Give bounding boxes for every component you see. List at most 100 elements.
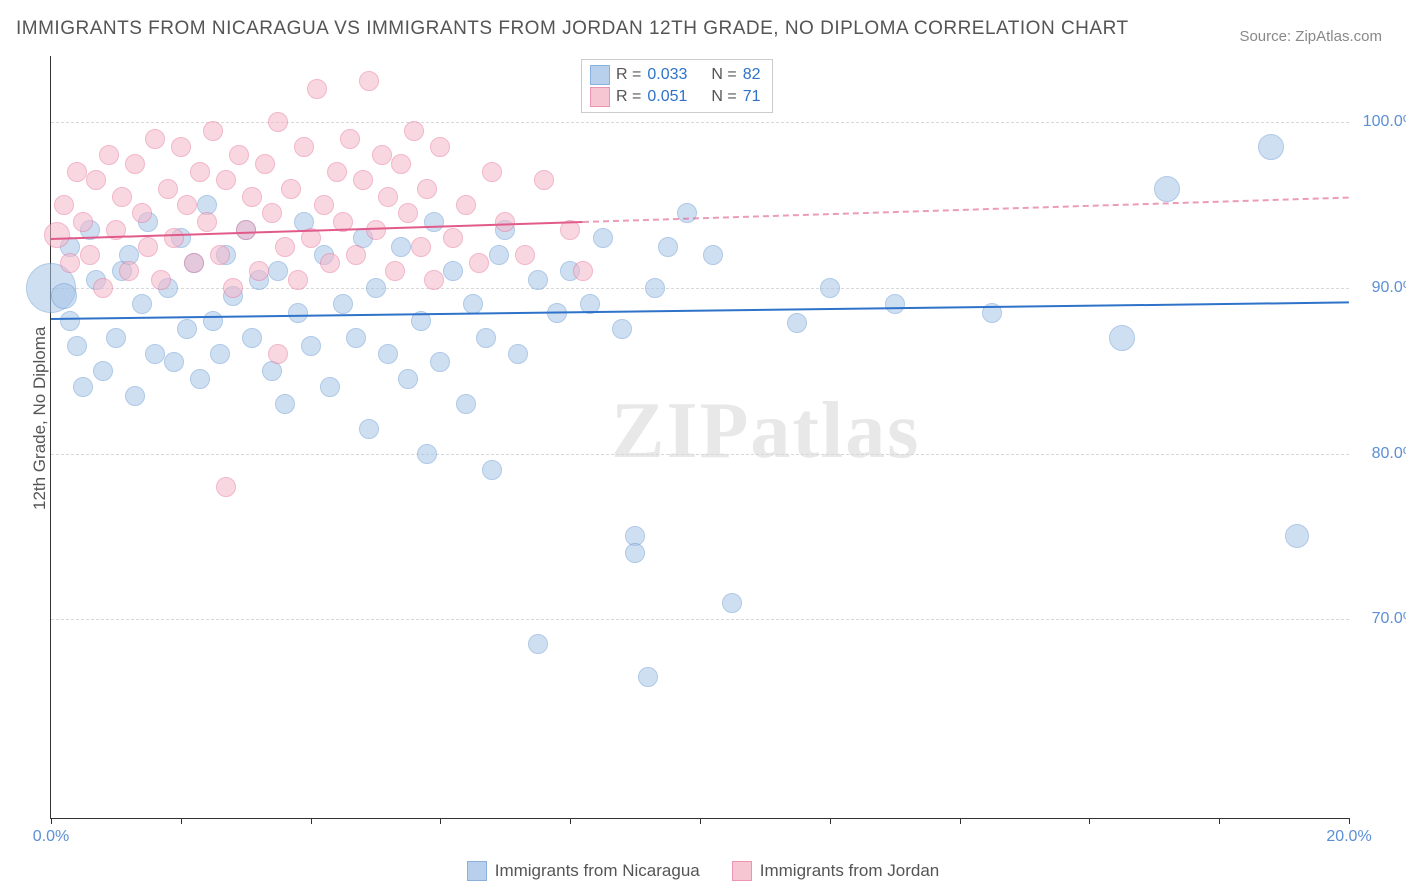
legend-bottom: Immigrants from NicaraguaImmigrants from…	[0, 861, 1406, 886]
scatter-point	[424, 212, 444, 232]
scatter-point	[125, 386, 145, 406]
scatter-point	[73, 377, 93, 397]
scatter-point	[573, 261, 593, 281]
scatter-point	[430, 137, 450, 157]
legend-series-name: Immigrants from Jordan	[760, 861, 940, 881]
y-tick-label: 100.0%	[1363, 113, 1406, 131]
scatter-point	[333, 294, 353, 314]
scatter-point	[703, 245, 723, 265]
scatter-point	[593, 228, 613, 248]
scatter-point	[417, 179, 437, 199]
scatter-point	[443, 261, 463, 281]
scatter-point	[320, 253, 340, 273]
chart-title: IMMIGRANTS FROM NICARAGUA VS IMMIGRANTS …	[16, 18, 1129, 40]
x-tick-mark	[1089, 818, 1090, 824]
scatter-point	[99, 145, 119, 165]
scatter-point	[249, 261, 269, 281]
legend-n-label: N =	[711, 86, 736, 108]
scatter-point	[151, 270, 171, 290]
scatter-point	[1109, 325, 1135, 351]
legend-swatch	[467, 861, 487, 881]
scatter-point	[281, 179, 301, 199]
legend-swatch	[590, 65, 610, 85]
legend-stats-box: R =0.033N =82R =0.051N =71	[581, 59, 773, 113]
scatter-point	[391, 154, 411, 174]
scatter-point	[443, 228, 463, 248]
scatter-point	[301, 336, 321, 356]
scatter-point	[528, 634, 548, 654]
x-tick-mark	[570, 818, 571, 824]
scatter-point	[722, 593, 742, 613]
scatter-point	[73, 212, 93, 232]
legend-r-value: 0.051	[647, 86, 697, 108]
watermark: ZIPatlas	[611, 386, 920, 477]
scatter-point	[359, 419, 379, 439]
scatter-point	[456, 195, 476, 215]
scatter-point	[132, 294, 152, 314]
scatter-point	[54, 195, 74, 215]
scatter-point	[242, 187, 262, 207]
legend-swatch	[590, 87, 610, 107]
scatter-point	[60, 253, 80, 273]
legend-r-label: R =	[616, 64, 641, 86]
scatter-point	[820, 278, 840, 298]
scatter-point	[164, 228, 184, 248]
scatter-point	[44, 222, 70, 248]
scatter-point	[787, 313, 807, 333]
gridline	[51, 619, 1349, 620]
scatter-point	[1258, 134, 1284, 160]
scatter-point	[262, 203, 282, 223]
x-tick-mark	[1349, 818, 1350, 824]
gridline	[51, 122, 1349, 123]
legend-stats-row: R =0.033N =82	[590, 64, 760, 86]
scatter-point	[93, 278, 113, 298]
scatter-point	[190, 369, 210, 389]
y-tick-label: 80.0%	[1372, 445, 1406, 463]
x-tick-mark	[440, 818, 441, 824]
scatter-point	[885, 294, 905, 314]
scatter-point	[307, 79, 327, 99]
scatter-point	[366, 220, 386, 240]
scatter-point	[242, 328, 262, 348]
scatter-point	[190, 162, 210, 182]
scatter-point	[346, 245, 366, 265]
scatter-point	[236, 220, 256, 240]
scatter-point	[145, 344, 165, 364]
gridline	[51, 454, 1349, 455]
scatter-point	[67, 162, 87, 182]
scatter-point	[106, 328, 126, 348]
scatter-point	[288, 303, 308, 323]
scatter-point	[417, 444, 437, 464]
scatter-point	[294, 137, 314, 157]
scatter-point	[378, 344, 398, 364]
scatter-point	[398, 369, 418, 389]
scatter-point	[203, 311, 223, 331]
scatter-point	[482, 460, 502, 480]
scatter-point	[515, 245, 535, 265]
scatter-point	[203, 121, 223, 141]
scatter-point	[138, 237, 158, 257]
scatter-point	[404, 121, 424, 141]
scatter-point	[125, 154, 145, 174]
scatter-point	[51, 283, 77, 309]
trend-line	[583, 197, 1349, 223]
scatter-point	[476, 328, 496, 348]
gridline	[51, 288, 1349, 289]
scatter-point	[391, 237, 411, 257]
scatter-point	[612, 319, 632, 339]
scatter-point	[197, 212, 217, 232]
scatter-point	[385, 261, 405, 281]
scatter-point	[184, 253, 204, 273]
legend-stats-row: R =0.051N =71	[590, 86, 760, 108]
scatter-point	[93, 361, 113, 381]
y-tick-label: 70.0%	[1372, 610, 1406, 628]
scatter-point	[158, 179, 178, 199]
scatter-point	[177, 195, 197, 215]
plot-area: ZIPatlas R =0.033N =82R =0.051N =71 70.0…	[50, 56, 1349, 819]
scatter-point	[372, 145, 392, 165]
scatter-point	[132, 203, 152, 223]
legend-item: Immigrants from Jordan	[732, 861, 940, 881]
scatter-point	[164, 352, 184, 372]
scatter-point	[359, 71, 379, 91]
scatter-point	[378, 187, 398, 207]
